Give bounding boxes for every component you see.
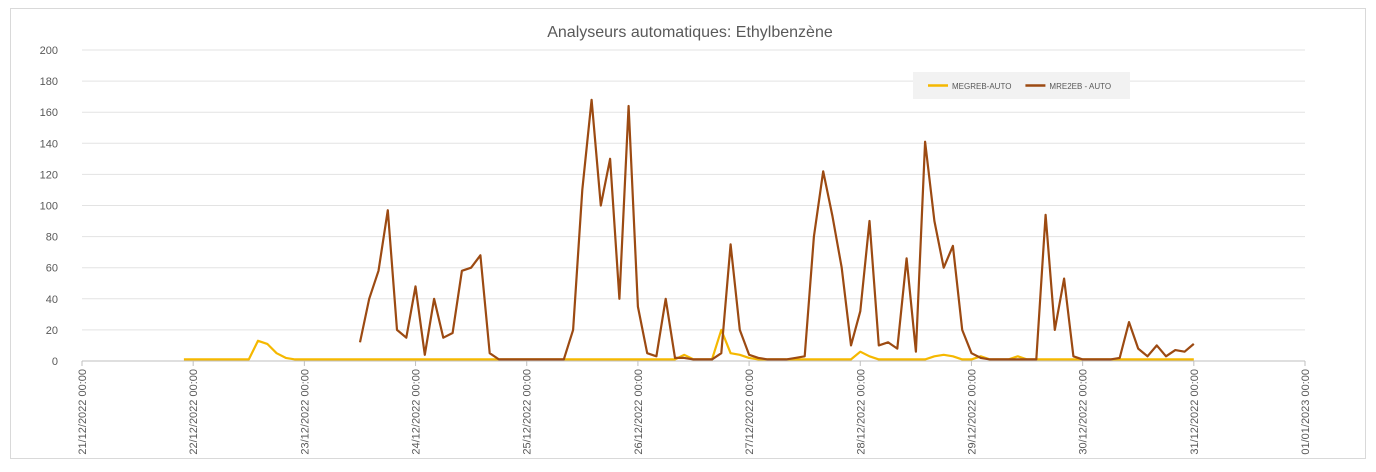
- chart-title: Analyseurs automatiques: Ethylbenzène: [547, 24, 833, 41]
- y-tick-label: 180: [40, 76, 58, 88]
- x-tick-label: 21/12/2022 00:00: [77, 369, 89, 455]
- legend-box: [913, 72, 1130, 99]
- chart-frame: [10, 8, 1366, 459]
- y-tick-label: 80: [46, 232, 58, 244]
- x-tick-label: 24/12/2022 00:00: [411, 369, 423, 455]
- y-tick-label: 100: [40, 201, 58, 213]
- x-tick-label: 31/12/2022 00:00: [1189, 369, 1201, 455]
- y-tick-label: 60: [46, 263, 58, 275]
- legend-label: MEGREB-AUTO: [952, 82, 1011, 91]
- y-tick-label: 160: [40, 107, 58, 119]
- x-tick-label: 27/12/2022 00:00: [744, 369, 756, 455]
- x-tick-label: 26/12/2022 00:00: [633, 369, 645, 455]
- y-tick-label: 200: [40, 45, 58, 57]
- y-tick-label: 20: [46, 325, 58, 337]
- y-tick-label: 120: [40, 169, 58, 181]
- y-tick-label: 40: [46, 294, 58, 306]
- x-tick-label: 23/12/2022 00:00: [299, 369, 311, 455]
- x-tick-label: 01/01/2023 00:00: [1300, 369, 1312, 455]
- x-tick-label: 30/12/2022 00:00: [1078, 369, 1090, 455]
- y-tick-label: 140: [40, 138, 58, 150]
- series-line: [358, 98, 1195, 361]
- x-tick-label: 22/12/2022 00:00: [188, 369, 200, 455]
- x-tick-label: 28/12/2022 00:00: [855, 369, 867, 455]
- legend-label: MRE2EB - AUTO: [1049, 82, 1111, 91]
- x-tick-label: 25/12/2022 00:00: [522, 369, 534, 455]
- x-tick-label: 29/12/2022 00:00: [966, 369, 978, 455]
- y-tick-label: 0: [52, 356, 58, 368]
